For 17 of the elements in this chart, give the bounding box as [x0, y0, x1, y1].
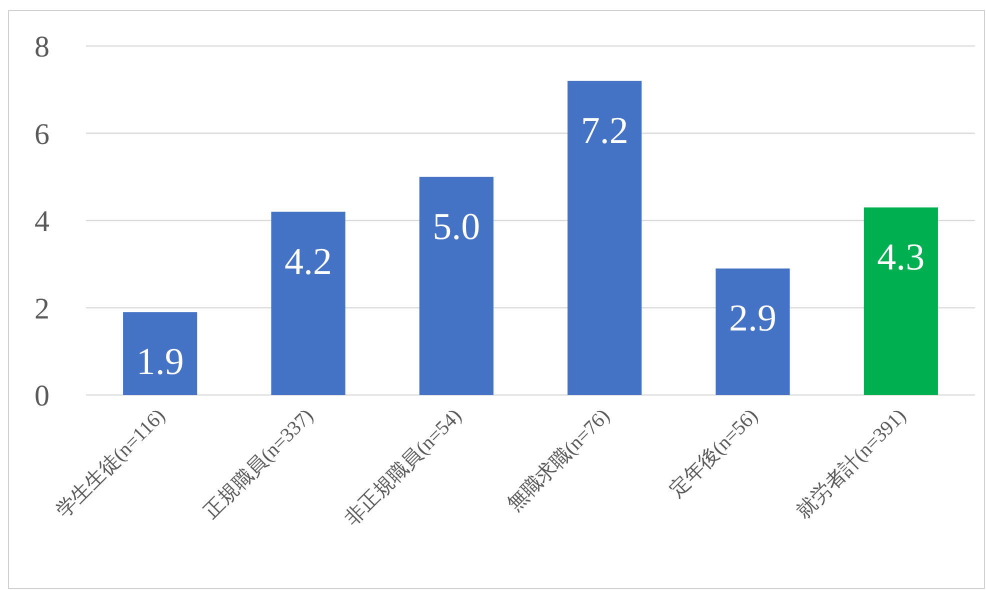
data-label: 4.3 [877, 236, 925, 278]
data-label: 1.9 [136, 341, 184, 384]
data-label: 5.0 [432, 206, 480, 248]
y-tick-label: 4 [34, 205, 50, 238]
y-tick-label: 6 [34, 118, 50, 151]
y-tick-label: 2 [34, 292, 50, 326]
bar [271, 212, 346, 395]
bar [123, 312, 198, 395]
data-label: 4.2 [284, 240, 332, 283]
bar [864, 207, 938, 395]
data-label: 7.2 [580, 110, 628, 152]
bar [419, 176, 494, 395]
bar [716, 268, 790, 395]
y-tick-label: 8 [34, 30, 50, 64]
y-tick-label: 0 [34, 380, 50, 412]
data-label: 2.9 [729, 297, 776, 340]
bar [568, 80, 642, 395]
